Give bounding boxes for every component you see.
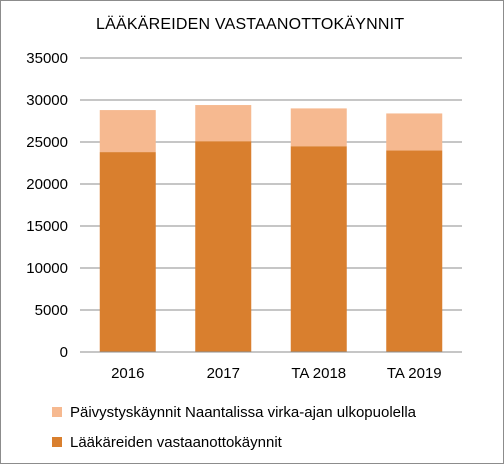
y-tick-label-15000: 15000 [26,218,68,235]
legend-swatch-laakarit [52,437,62,447]
bar-ta-2019-series-0 [386,150,443,352]
y-tick-label-35000: 35000 [26,50,68,67]
y-tick-label-30000: 30000 [26,92,68,109]
y-tick-label-5000: 5000 [35,302,68,319]
y-tick-label-25000: 25000 [26,134,68,151]
bar-2017-series-1 [195,105,252,142]
legend-item-laakarit: Lääkäreiden vastaanottokäynnit [52,428,416,456]
x-tick-label-ta-2019: TA 2019 [387,365,442,382]
legend-item-paivystys: Päivystyskäynnit Naantalissa virka-ajan … [52,398,416,426]
legend-swatch-paivystys [52,407,62,417]
y-tick-label-10000: 10000 [26,260,68,277]
legend-label-paivystys: Päivystyskäynnit Naantalissa virka-ajan … [70,403,417,421]
chart-title: LÄÄKÄREIDEN VASTAANOTTOKÄYNNIT [96,16,405,33]
y-tick-label-20000: 20000 [26,176,68,193]
bar-2016-series-1 [99,110,156,153]
x-tick-label-2016: 2016 [111,365,144,382]
chart-legend: Päivystyskäynnit Naantalissa virka-ajan … [52,398,416,458]
legend-label-laakarit: Lääkäreiden vastaanottokäynnit [70,433,282,451]
bar-2016-series-0 [99,152,156,352]
y-tick-label-0: 0 [60,344,68,361]
bar-2017-series-0 [195,141,252,352]
x-tick-label-ta-2018: TA 2018 [291,365,346,382]
bar-ta-2019-series-1 [386,113,443,151]
x-tick-label-2017: 2017 [207,365,240,382]
bar-ta-2018-series-0 [290,146,347,352]
bar-ta-2018-series-1 [290,108,347,147]
